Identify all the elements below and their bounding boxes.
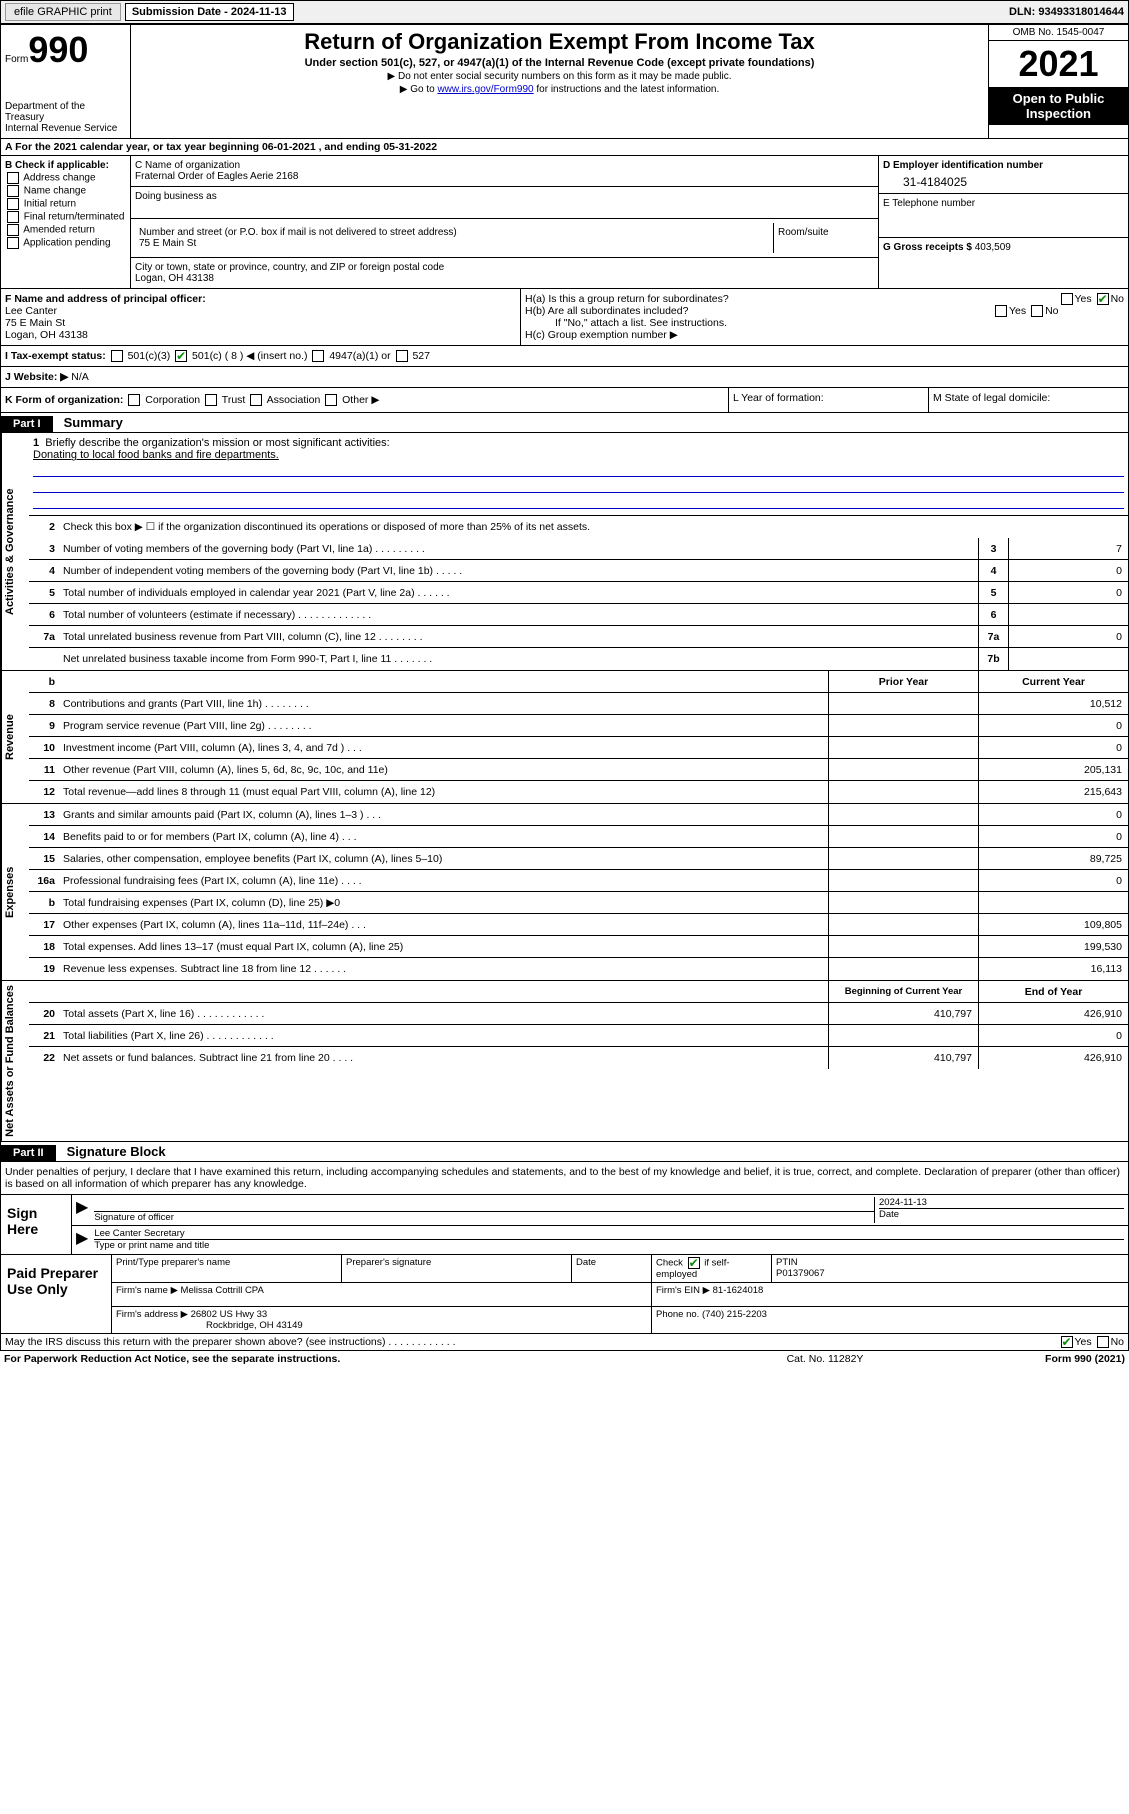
row-i: I Tax-exempt status: 501(c)(3) 501(c) ( … [1,346,1128,366]
note-ssn: ▶ Do not enter social security numbers o… [135,71,984,82]
paid-preparer-label: Paid Preparer Use Only [1,1255,111,1333]
tab-net-assets: Net Assets or Fund Balances [1,981,29,1141]
prep-sig-label: Preparer's signature [342,1255,572,1282]
row-a-tax-year: A For the 2021 calendar year, or tax yea… [1,139,1128,156]
form-title: Return of Organization Exempt From Incom… [135,29,984,55]
cb-initial-return[interactable]: Initial return [5,198,126,210]
sig-intro: Under penalties of perjury, I declare th… [1,1162,1128,1194]
prep-check-self: Check if self-employed [652,1255,772,1282]
top-bar: efile GRAPHIC print Submission Date - 20… [0,0,1129,24]
firm-name: Melissa Cottrill CPA [181,1285,264,1296]
officer-label: F Name and address of principal officer: [5,293,516,305]
tax-year: 2021 [989,41,1128,87]
cb-app-pending[interactable]: Application pending [5,237,126,249]
col-prior-year: Prior Year [828,671,978,692]
omb-number: OMB No. 1545-0047 [989,25,1128,41]
cb-address-change[interactable]: Address change [5,172,126,184]
officer-city: Logan, OH 43138 [5,329,516,341]
dln: DLN: 93493318014644 [1009,6,1124,18]
col-end-year: End of Year [978,981,1128,1002]
firm-addr1: 26802 US Hwy 33 [191,1309,268,1320]
ptin-label: PTIN [776,1257,1124,1268]
row-l: L Year of formation: [728,388,928,412]
col-b-checkboxes: B Check if applicable: Address change Na… [1,156,131,288]
hb-label: H(b) Are all subordinates included? Yes … [525,305,1124,317]
footer-cat: Cat. No. 11282Y [725,1353,925,1365]
room-label: Room/suite [774,223,874,253]
ein-label: D Employer identification number [883,160,1124,171]
tab-governance: Activities & Governance [1,433,29,670]
line2: Check this box ▶ ☐ if the organization d… [59,519,1128,535]
firm-addr2: Rockbridge, OH 43149 [116,1320,303,1331]
form-label: Form990 [5,29,126,71]
gross-receipts: 403,509 [975,242,1011,253]
prep-date-label: Date [572,1255,652,1282]
org-name-label: C Name of organization [135,160,874,171]
hc-label: H(c) Group exemption number ▶ [525,329,1124,341]
phone-label: E Telephone number [883,198,1124,209]
firm-addr-label: Firm's address ▶ [116,1309,188,1320]
tab-expenses: Expenses [1,804,29,980]
sig-officer-label: Signature of officer [94,1211,874,1223]
col-begin-year: Beginning of Current Year [828,981,978,1002]
street-label: Number and street (or P.O. box if mail i… [139,227,769,238]
irs-link[interactable]: www.irs.gov/Form990 [437,84,533,95]
irs-label: Internal Revenue Service [5,123,126,134]
col-current-year: Current Year [978,671,1128,692]
may-irs-label: May the IRS discuss this return with the… [5,1336,1059,1348]
note-link: ▶ Go to www.irs.gov/Form990 for instruct… [135,84,984,95]
cb-final-return[interactable]: Final return/terminated [5,211,126,223]
firm-phone-label: Phone no. [656,1309,699,1320]
firm-ein-label: Firm's EIN ▶ [656,1285,710,1296]
row-j: J Website: ▶ N/A [1,367,93,387]
ha-label: H(a) Is this a group return for subordin… [525,293,1124,305]
form-990: Form990 Department of the Treasury Inter… [0,24,1129,1351]
gross-label: G Gross receipts $ [883,242,972,253]
sig-date-label: Date [879,1208,1124,1220]
line1-label: Briefly describe the organization's miss… [45,437,389,449]
ein: 31-4184025 [883,171,1124,189]
form-subtitle: Under section 501(c), 527, or 4947(a)(1)… [135,57,984,69]
officer-name: Lee Canter [5,305,516,317]
officer-name-title: Lee Canter Secretary [94,1228,1124,1239]
footer-form: Form 990 (2021) [925,1353,1125,1365]
city: Logan, OH 43138 [135,273,874,284]
city-label: City or town, state or province, country… [135,262,874,273]
ptin: P01379067 [776,1268,1124,1279]
cb-amended[interactable]: Amended return [5,224,126,236]
cb-name-change[interactable]: Name change [5,185,126,197]
dept-label: Department of the Treasury [5,101,126,123]
footer-left: For Paperwork Reduction Act Notice, see … [4,1353,725,1365]
hb-note: If "No," attach a list. See instructions… [525,317,1124,329]
row-m: M State of legal domicile: [928,388,1128,412]
part2-title: Signature Block [59,1142,174,1161]
row-k: K Form of organization: Corporation Trus… [1,388,728,412]
officer-street: 75 E Main St [5,317,516,329]
street: 75 E Main St [139,238,769,249]
open-public-badge: Open to Public Inspection [989,87,1128,125]
sig-date: 2024-11-13 [879,1197,1124,1208]
firm-name-label: Firm's name ▶ [116,1285,178,1296]
tab-revenue: Revenue [1,671,29,803]
prep-name-label: Print/Type preparer's name [112,1255,342,1282]
part2-header: Part II [1,1145,56,1161]
org-name: Fraternal Order of Eagles Aerie 2168 [135,171,874,182]
submission-date: Submission Date - 2024-11-13 [125,3,294,21]
part1-header: Part I [1,416,53,432]
mission-text: Donating to local food banks and fire de… [33,449,1124,461]
firm-phone: (740) 215-2203 [702,1309,767,1320]
dba-label: Doing business as [135,191,874,202]
name-title-label: Type or print name and title [94,1239,1124,1251]
part1-title: Summary [56,413,131,432]
efile-print-button[interactable]: efile GRAPHIC print [5,3,121,21]
sign-here-label: Sign Here [1,1195,71,1254]
firm-ein: 81-1624018 [713,1285,764,1296]
